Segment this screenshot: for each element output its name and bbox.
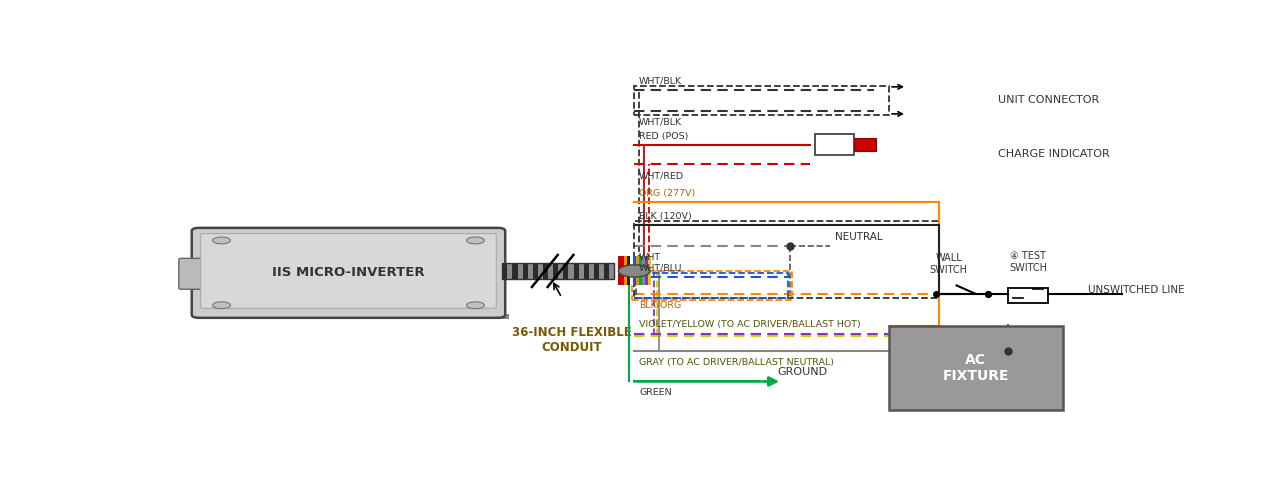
Bar [855,138,877,151]
Bar [563,262,568,279]
Bar [627,256,630,286]
Text: VIOLET/YELLOW (TO AC DRIVER/BALLAST HOT): VIOLET/YELLOW (TO AC DRIVER/BALLAST HOT) [639,320,861,329]
Text: ORG (277V): ORG (277V) [639,189,695,198]
Bar [538,262,543,279]
Text: 36-INCH FLEXIBLE
CONDUIT: 36-INCH FLEXIBLE CONDUIT [512,326,631,354]
Bar [636,273,788,297]
Text: WHT/BLK: WHT/BLK [639,76,682,85]
Text: NEUTRAL: NEUTRAL [835,232,882,243]
Text: IIS MICRO-INVERTER: IIS MICRO-INVERTER [273,266,425,279]
Bar [522,262,527,279]
Text: WALL
SWITCH: WALL SWITCH [929,253,968,275]
Circle shape [212,302,230,309]
Text: CHARGE INDICATOR: CHARGE INDICATOR [998,149,1110,159]
Bar [634,86,890,115]
Bar [502,262,614,279]
Bar [532,262,538,279]
FancyBboxPatch shape [201,234,497,308]
Bar [558,262,563,279]
Bar [553,262,558,279]
Bar [648,256,650,286]
FancyBboxPatch shape [192,228,506,318]
Bar [507,262,512,279]
Bar [512,262,517,279]
Text: UNSWITCHED LINE: UNSWITCHED LINE [1088,285,1184,295]
Text: UNIT CONNECTOR: UNIT CONNECTOR [998,95,1100,105]
Bar [594,262,599,279]
Bar [568,262,573,279]
Bar [543,262,548,279]
Bar [589,262,594,279]
Text: ④ TEST
SWITCH: ④ TEST SWITCH [1009,251,1047,273]
Text: WHT/BLK: WHT/BLK [639,118,682,127]
Text: GRAY (TO AC DRIVER/BALLAST NEUTRAL): GRAY (TO AC DRIVER/BALLAST NEUTRAL) [639,358,835,367]
Text: BLK/ORG: BLK/ORG [639,300,681,310]
Bar [623,256,627,286]
Circle shape [466,302,484,309]
Text: WHT/BLU: WHT/BLU [639,263,682,272]
Bar [527,262,532,279]
Bar [573,262,579,279]
Bar [645,256,648,286]
Circle shape [618,265,650,277]
Bar [641,256,645,286]
Bar [1009,288,1048,303]
Bar [890,326,1062,410]
Bar [200,314,509,319]
Bar [639,256,641,286]
Bar [604,262,609,279]
Text: AC
FIXTURE: AC FIXTURE [942,353,1009,383]
Bar [618,256,621,286]
Text: WHT: WHT [639,253,662,262]
Text: WHT/RED: WHT/RED [639,171,685,180]
Bar [548,262,553,279]
Text: GREEN: GREEN [639,389,672,397]
Text: GROUND: GROUND [777,367,827,377]
Bar [584,262,589,279]
Circle shape [466,237,484,244]
Bar [632,256,636,286]
Bar [502,262,507,279]
Bar [815,134,855,154]
Bar [599,262,604,279]
Bar [517,262,522,279]
Bar [630,256,632,286]
Text: RED (POS): RED (POS) [639,132,689,141]
Bar [636,256,639,286]
Bar [632,271,792,299]
Bar [579,262,584,279]
Bar [621,256,623,286]
Text: BLK (120V): BLK (120V) [639,212,692,221]
Bar [609,262,614,279]
Bar [634,221,938,297]
Circle shape [212,237,230,244]
FancyBboxPatch shape [179,258,202,289]
